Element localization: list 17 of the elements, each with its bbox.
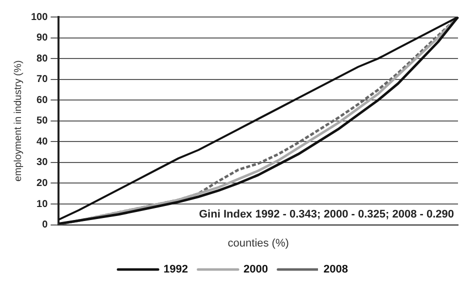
y-tick-label: 60 (36, 94, 48, 106)
y-tick-label: 0 (42, 220, 48, 231)
legend-label: 2000 (244, 264, 268, 276)
y-tick-label: 90 (36, 32, 48, 44)
y-tick-label: 10 (36, 198, 48, 210)
x-axis-title: counties (%) (228, 237, 289, 250)
y-axis-title: employment in industry (%) (12, 60, 24, 182)
legend-label: 1992 (164, 264, 188, 276)
y-tick-label: 30 (36, 157, 48, 168)
y-tick-label: 40 (36, 136, 48, 148)
y-tick-label: 70 (36, 74, 48, 86)
y-tick-label: 20 (36, 178, 48, 189)
y-tick-label: 50 (36, 116, 48, 127)
y-tick-label: 100 (30, 12, 48, 23)
legend-label: 2008 (323, 264, 348, 276)
y-tick-label: 80 (36, 53, 48, 64)
annotation: Gini Index 1992 - 0.343; 2000 - 0.325; 2008 - 0.290 (199, 208, 454, 220)
